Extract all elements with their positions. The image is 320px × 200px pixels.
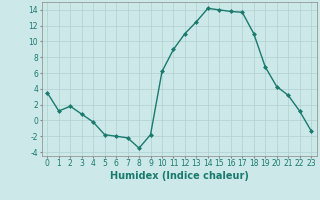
- X-axis label: Humidex (Indice chaleur): Humidex (Indice chaleur): [110, 171, 249, 181]
